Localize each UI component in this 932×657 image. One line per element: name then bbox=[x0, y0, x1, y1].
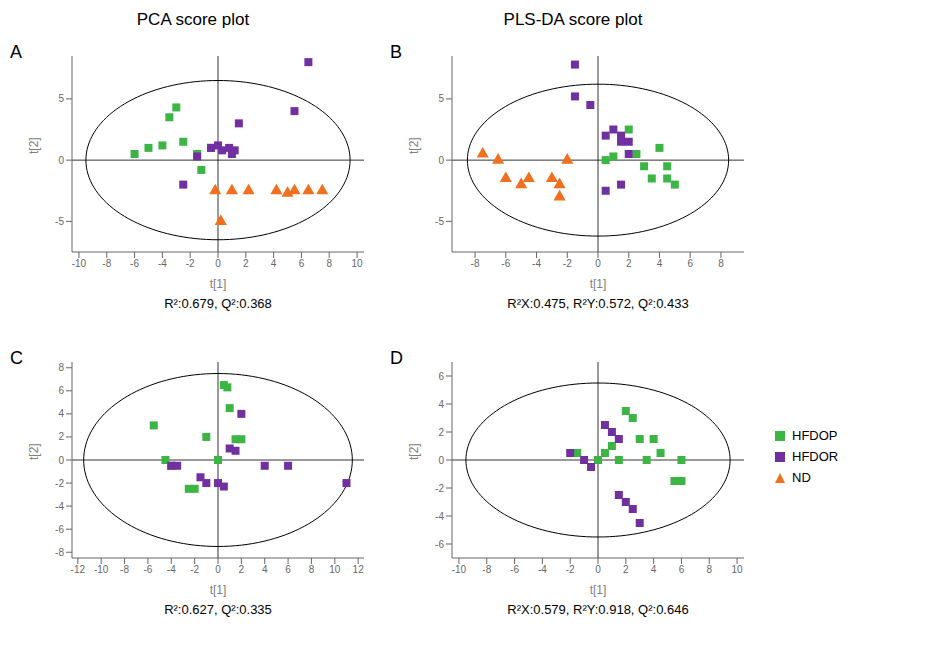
html-text:R²:0.627, Q²:0.335: R²:0.627, Q²:0.335 bbox=[164, 602, 272, 617]
svg-text:-8: -8 bbox=[120, 564, 129, 575]
svg-text:-8: -8 bbox=[482, 564, 491, 575]
svg-text:t[2]: t[2] bbox=[28, 137, 41, 154]
svg-text:0: 0 bbox=[215, 564, 221, 575]
html-text:D: D bbox=[390, 348, 403, 368]
svg-text:-4: -4 bbox=[532, 258, 541, 269]
svg-text:8: 8 bbox=[326, 258, 332, 269]
svg-text:-10: -10 bbox=[72, 258, 87, 269]
svg-text:10: 10 bbox=[351, 258, 363, 269]
svg-text:2: 2 bbox=[239, 564, 245, 575]
svg-text:6: 6 bbox=[299, 258, 305, 269]
svg-text:-6: -6 bbox=[501, 258, 510, 269]
svg-text:5: 5 bbox=[58, 93, 64, 104]
svg-text:8: 8 bbox=[718, 258, 724, 269]
svg-text:-8: -8 bbox=[55, 547, 64, 558]
svg-text:-10: -10 bbox=[94, 564, 109, 575]
svg-text:2: 2 bbox=[243, 258, 249, 269]
svg-text:-2: -2 bbox=[435, 483, 444, 494]
svg-text:0: 0 bbox=[215, 258, 221, 269]
svg-text:-6: -6 bbox=[143, 564, 152, 575]
svg-text:-6: -6 bbox=[510, 564, 519, 575]
html-text:PCA score plot: PCA score plot bbox=[136, 10, 250, 29]
html-text:R²X:0.579, R²Y:0.918, Q²:0.646: R²X:0.579, R²Y:0.918, Q²:0.646 bbox=[507, 602, 689, 617]
svg-text:2: 2 bbox=[58, 431, 64, 442]
svg-text:6: 6 bbox=[438, 371, 444, 382]
svg-text:-10: -10 bbox=[452, 564, 467, 575]
svg-text:0: 0 bbox=[595, 258, 601, 269]
svg-text:4: 4 bbox=[438, 399, 444, 410]
svg-text:6: 6 bbox=[687, 258, 693, 269]
html-text:C: C bbox=[10, 348, 23, 368]
svg-text:0: 0 bbox=[438, 155, 444, 166]
svg-text:-2: -2 bbox=[190, 564, 199, 575]
svg-text:2: 2 bbox=[626, 258, 632, 269]
svg-text:0: 0 bbox=[595, 564, 601, 575]
svg-text:8: 8 bbox=[309, 564, 315, 575]
svg-text:10: 10 bbox=[731, 564, 743, 575]
svg-text:-5: -5 bbox=[435, 216, 444, 227]
svg-text:-4: -4 bbox=[435, 511, 444, 522]
svg-text:2: 2 bbox=[438, 427, 444, 438]
svg-text:6: 6 bbox=[679, 564, 685, 575]
svg-text:0: 0 bbox=[58, 455, 64, 466]
svg-text:-6: -6 bbox=[130, 258, 139, 269]
svg-text:0: 0 bbox=[58, 155, 64, 166]
html-text:HFDOR: HFDOR bbox=[792, 449, 839, 464]
html-text:A: A bbox=[10, 42, 22, 62]
svg-text:0: 0 bbox=[438, 455, 444, 466]
svg-text:-6: -6 bbox=[435, 539, 444, 550]
svg-text:-12: -12 bbox=[71, 564, 86, 575]
svg-text:-8: -8 bbox=[471, 258, 480, 269]
svg-text:10: 10 bbox=[329, 564, 341, 575]
svg-text:6: 6 bbox=[58, 385, 64, 396]
svg-text:t[1]: t[1] bbox=[590, 277, 607, 291]
html-text:HFDOP: HFDOP bbox=[792, 428, 838, 443]
svg-text:6: 6 bbox=[285, 564, 291, 575]
svg-text:-5: -5 bbox=[55, 216, 64, 227]
svg-text:8: 8 bbox=[58, 362, 64, 373]
svg-text:-2: -2 bbox=[566, 564, 575, 575]
svg-text:t[1]: t[1] bbox=[210, 277, 227, 291]
svg-text:-4: -4 bbox=[158, 258, 167, 269]
svg-text:8: 8 bbox=[706, 564, 712, 575]
svg-text:t[1]: t[1] bbox=[590, 583, 607, 597]
svg-text:4: 4 bbox=[651, 564, 657, 575]
html-text:R²X:0.475, R²Y:0.572, Q²:0.433: R²X:0.475, R²Y:0.572, Q²:0.433 bbox=[507, 296, 689, 311]
html-text:ND: ND bbox=[792, 470, 811, 485]
svg-text:12: 12 bbox=[353, 564, 365, 575]
svg-text:-2: -2 bbox=[55, 478, 64, 489]
html-text:R²:0.679, Q²:0.368: R²:0.679, Q²:0.368 bbox=[164, 296, 272, 311]
svg-text:-4: -4 bbox=[167, 564, 176, 575]
svg-text:-2: -2 bbox=[186, 258, 195, 269]
svg-text:-4: -4 bbox=[55, 501, 64, 512]
svg-text:5: 5 bbox=[438, 93, 444, 104]
svg-text:-8: -8 bbox=[102, 258, 111, 269]
svg-text:4: 4 bbox=[657, 258, 663, 269]
html-text:PLS-DA score plot: PLS-DA score plot bbox=[503, 10, 643, 29]
svg-text:4: 4 bbox=[58, 408, 64, 419]
svg-text:t[2]: t[2] bbox=[408, 137, 421, 154]
svg-text:2: 2 bbox=[623, 564, 629, 575]
svg-text:t[1]: t[1] bbox=[210, 583, 227, 597]
svg-text:4: 4 bbox=[271, 258, 277, 269]
html-text:B: B bbox=[390, 42, 402, 62]
svg-text:t[2]: t[2] bbox=[28, 443, 41, 460]
svg-text:-2: -2 bbox=[563, 258, 572, 269]
svg-text:-4: -4 bbox=[538, 564, 547, 575]
svg-text:-6: -6 bbox=[55, 524, 64, 535]
svg-text:t[2]: t[2] bbox=[408, 443, 421, 460]
svg-text:4: 4 bbox=[262, 564, 268, 575]
